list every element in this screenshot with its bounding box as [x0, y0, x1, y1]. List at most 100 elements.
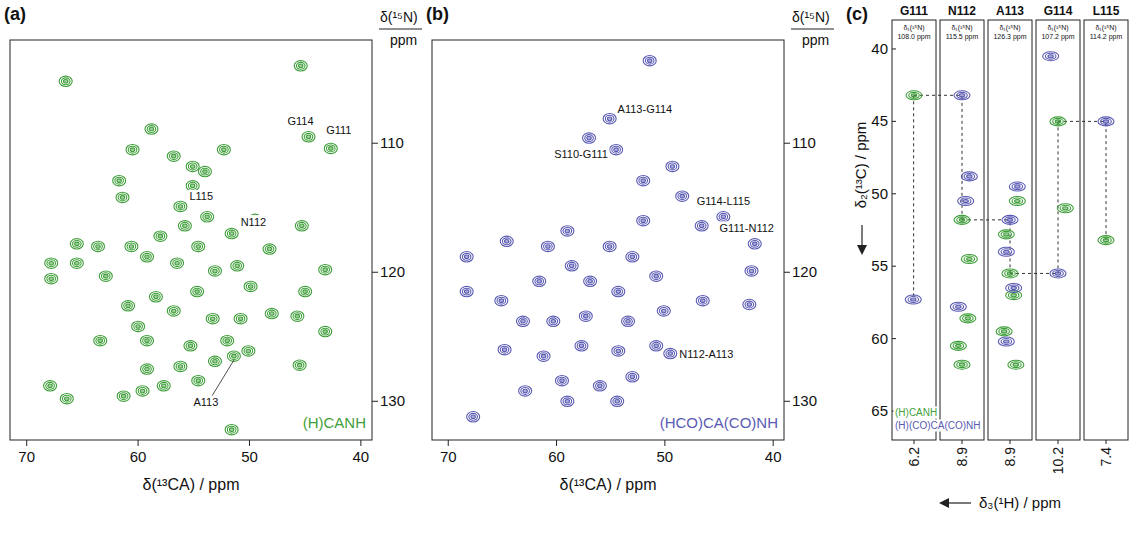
contour [519, 386, 532, 396]
contour [138, 388, 147, 395]
contour [145, 339, 149, 343]
contour [222, 148, 226, 152]
contour [614, 148, 618, 152]
contour [612, 346, 625, 356]
peak [145, 124, 158, 134]
y-tick-label: 50 [871, 185, 888, 202]
contour [956, 305, 961, 308]
contour [959, 218, 964, 221]
contour [960, 198, 971, 204]
contour [1005, 217, 1016, 223]
peak [59, 76, 72, 86]
contour [460, 286, 473, 296]
contour [157, 381, 170, 391]
peak [154, 231, 167, 241]
peak [141, 335, 154, 345]
peak [603, 241, 616, 251]
peak [905, 295, 921, 304]
peak [192, 241, 205, 251]
peak [291, 311, 304, 321]
contour [45, 274, 58, 284]
x-tick [138, 440, 139, 446]
x-tick-label: 10.2 [1050, 447, 1066, 474]
peak [186, 181, 199, 191]
contour [647, 59, 651, 63]
y-tick-label: 110 [380, 134, 404, 151]
contour [654, 344, 658, 348]
contour [749, 269, 753, 273]
contour [116, 192, 129, 202]
panel-0: (a)70605040δ(¹³CA) / ppm110120130δ(¹⁵N)p… [4, 4, 422, 493]
peak [1057, 204, 1073, 213]
contour [1015, 185, 1020, 188]
strip-title: A113 [996, 4, 1024, 18]
contour [134, 323, 143, 330]
peak [125, 241, 138, 251]
x-tick [26, 440, 27, 446]
contour [957, 362, 968, 368]
peak [748, 239, 761, 249]
strip-peaks [1043, 52, 1074, 278]
contour [579, 344, 583, 348]
contour [321, 328, 330, 335]
peak [958, 197, 974, 206]
peak [998, 337, 1014, 346]
peak [575, 341, 588, 351]
peak-label: G114 [287, 115, 313, 127]
y-tick [372, 272, 378, 273]
peak [1008, 360, 1024, 369]
contour [584, 314, 588, 318]
contour [523, 389, 527, 393]
contour [1008, 360, 1024, 369]
contour [293, 313, 302, 320]
contour [124, 302, 133, 309]
contour [141, 335, 154, 345]
peak [157, 381, 170, 391]
contour [750, 240, 759, 247]
figure: (a)70605040δ(¹³CA) / ppm110120130δ(¹⁵N)p… [0, 0, 1137, 533]
contour [464, 290, 468, 294]
peak [221, 335, 234, 345]
contour [141, 364, 154, 374]
x-tick-label: 40 [765, 448, 782, 465]
contour [73, 260, 82, 267]
y-tick-label: 55 [871, 257, 888, 274]
contour [587, 136, 591, 140]
contour [145, 367, 149, 371]
contour [719, 213, 728, 220]
contour [743, 299, 756, 309]
contour [1011, 294, 1016, 297]
y-tick [892, 338, 896, 339]
contour [670, 165, 674, 169]
contour [242, 346, 255, 356]
peak [584, 276, 597, 286]
contour [149, 127, 153, 131]
contour [154, 231, 167, 241]
peak [460, 252, 473, 262]
contour [1004, 340, 1009, 343]
title-rule [379, 29, 422, 30]
contour [265, 246, 274, 253]
peak [167, 151, 180, 161]
walk-line [1058, 121, 1059, 273]
contour [953, 343, 964, 349]
peak [583, 133, 596, 143]
contour [717, 212, 730, 222]
peak [1050, 117, 1066, 126]
contour [961, 172, 977, 181]
contour [136, 325, 140, 329]
contour [265, 308, 278, 318]
peak [565, 261, 578, 271]
y-tick-label: 45 [871, 112, 888, 129]
contour [612, 286, 625, 296]
legend: (H)CANH(H)(CO)CA(CO)NH [894, 407, 983, 432]
contour [172, 154, 176, 158]
peak [302, 132, 315, 142]
x-tick-label: 7.4 [1098, 447, 1114, 467]
contour [666, 350, 675, 357]
y-tick [784, 272, 790, 273]
contour [963, 200, 968, 203]
contour [611, 396, 624, 406]
contour [117, 179, 121, 183]
contour [136, 386, 149, 396]
